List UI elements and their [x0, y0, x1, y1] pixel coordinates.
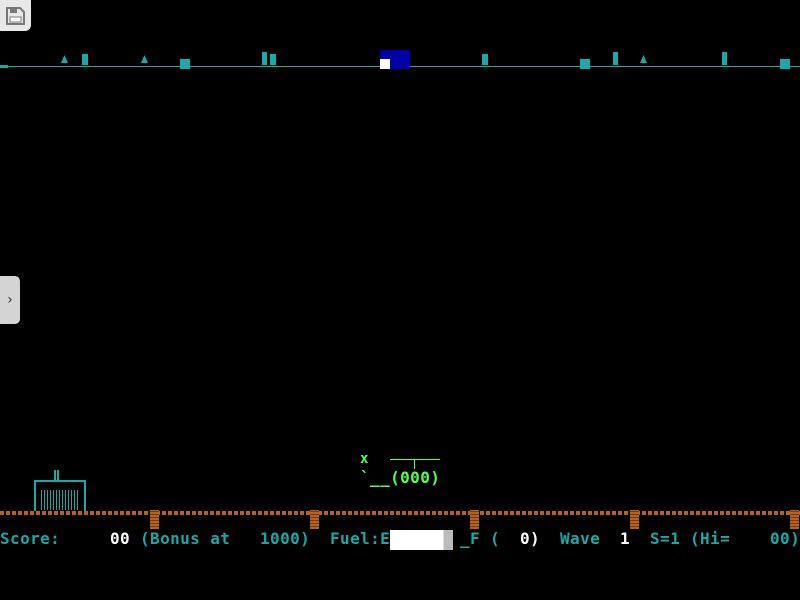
radar-fuel-depot [180, 59, 190, 69]
side-panel-toggle[interactable]: › [0, 276, 20, 324]
wave-label: Wave [560, 529, 601, 548]
radar-tank [640, 55, 647, 63]
radar-player [380, 59, 390, 69]
wave-value: 1 [620, 529, 631, 548]
fuel-label: Fuel:E [330, 529, 391, 548]
hi-label: (Hi= [690, 529, 731, 548]
radar-tank [61, 55, 68, 63]
radar-marker [0, 65, 8, 68]
ships-remaining: S=1 [650, 529, 681, 548]
radar-tower [722, 52, 727, 65]
fuel-fill [390, 530, 453, 550]
fuel-full-label: _F [460, 529, 481, 548]
save-button[interactable] [0, 0, 31, 31]
bonus-value: 1000) [260, 529, 311, 548]
ground [0, 511, 800, 515]
chevron-right-icon: › [7, 292, 13, 308]
radar-fuel-depot [580, 59, 590, 69]
ground-post [310, 510, 319, 529]
player-marker: x [360, 451, 369, 467]
radar-fuel-depot [780, 59, 790, 69]
helicopter-body: `__(000) [360, 468, 441, 487]
ground-post [790, 510, 799, 529]
ground-post [150, 510, 159, 529]
floppy-disk-icon [6, 7, 25, 25]
ground-post [630, 510, 639, 529]
fuel-gauge [390, 530, 460, 550]
radar-building [482, 54, 488, 65]
ground-post [470, 510, 479, 529]
fuel-count: 0) [520, 529, 541, 548]
score-label: Score: [0, 529, 61, 548]
rotor [390, 459, 440, 460]
radar-tank [141, 55, 148, 63]
radar-building [270, 54, 276, 65]
fuel-count-open: ( [490, 529, 501, 548]
score-value: 00 [110, 529, 131, 548]
rotor-mast [414, 459, 415, 469]
radar-tower [262, 52, 267, 65]
bonus-label: (Bonus at [140, 529, 231, 548]
radar-building [82, 54, 88, 65]
radar-tower [613, 52, 618, 65]
hi-value: 00) [770, 529, 800, 548]
